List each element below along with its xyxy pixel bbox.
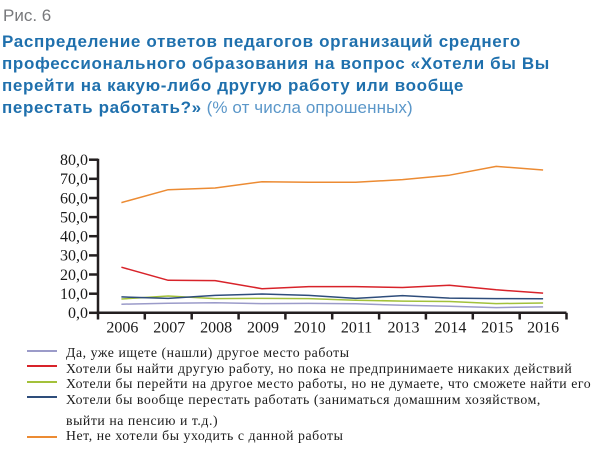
svg-text:0,0: 0,0 — [68, 305, 88, 322]
svg-text:2013: 2013 — [388, 320, 420, 337]
svg-text:80,0: 80,0 — [60, 152, 88, 169]
svg-text:30,0: 30,0 — [60, 248, 88, 265]
svg-text:2009: 2009 — [247, 320, 279, 337]
svg-text:2016: 2016 — [527, 320, 559, 337]
svg-text:60,0: 60,0 — [60, 190, 88, 207]
svg-text:70,0: 70,0 — [60, 171, 88, 188]
svg-text:10,0: 10,0 — [60, 286, 88, 303]
svg-text:2014: 2014 — [434, 320, 466, 337]
svg-text:2006: 2006 — [106, 320, 138, 337]
svg-text:2007: 2007 — [153, 320, 185, 337]
svg-text:40,0: 40,0 — [60, 229, 88, 246]
svg-text:50,0: 50,0 — [60, 209, 88, 226]
svg-text:2011: 2011 — [341, 320, 372, 337]
svg-text:2015: 2015 — [481, 320, 513, 337]
svg-text:2008: 2008 — [200, 320, 232, 337]
svg-text:2010: 2010 — [294, 320, 326, 337]
svg-text:20,0: 20,0 — [60, 267, 88, 284]
